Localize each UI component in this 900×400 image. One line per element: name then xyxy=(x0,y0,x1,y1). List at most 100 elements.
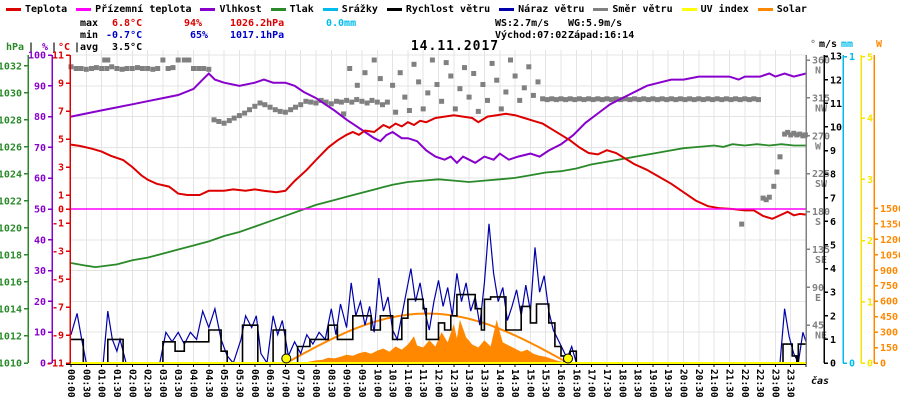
svg-text:4: 4 xyxy=(830,264,836,275)
legend-item-label: Přízemní teplota xyxy=(95,4,192,15)
legend-item-naraz-vetru: Náraz větru xyxy=(499,4,584,15)
stat-avg-label: avg xyxy=(80,42,99,53)
svg-text:14:00: 14:00 xyxy=(494,369,505,398)
svg-text:60: 60 xyxy=(34,174,46,185)
series-tlak xyxy=(70,143,806,269)
humidity-axis-unit: % xyxy=(42,42,49,53)
svg-text:03:30: 03:30 xyxy=(172,369,183,398)
svg-text:12:00: 12:00 xyxy=(433,369,444,398)
svg-text:20:30: 20:30 xyxy=(693,369,704,398)
srazky-legend-swatch-icon xyxy=(322,8,338,11)
svg-text:30: 30 xyxy=(34,266,46,277)
svg-text:06:00: 06:00 xyxy=(249,369,260,398)
pressure-axis: 1032 1030 1028 1026 1024 1022 1020 1018 1016 1014… xyxy=(0,55,29,370)
svg-text:-3: -3 xyxy=(52,247,64,258)
svg-text:-1: -1 xyxy=(52,219,64,230)
svg-text:17:00: 17:00 xyxy=(586,369,597,398)
svg-text:04:30: 04:30 xyxy=(203,369,214,398)
svg-text:135: 135 xyxy=(812,245,830,256)
direction-axis-unit: ° xyxy=(810,39,817,50)
solar-axis-unit: W xyxy=(876,39,883,50)
stat-avg-temp: 3.5°C xyxy=(112,42,143,53)
svg-text:SW: SW xyxy=(815,179,828,190)
tlak-legend-swatch-icon xyxy=(270,8,286,11)
svg-text:03:00: 03:00 xyxy=(157,369,168,398)
svg-text:12: 12 xyxy=(830,75,842,86)
svg-text:7: 7 xyxy=(830,193,836,204)
svg-text:S: S xyxy=(815,217,821,228)
svg-text:360: 360 xyxy=(812,56,830,67)
svg-text:13:30: 13:30 xyxy=(478,369,489,398)
legend-item-vlhkost: Vlhkost xyxy=(200,4,262,15)
svg-text:N: N xyxy=(815,66,821,77)
legend-item-label: Rychlost větru xyxy=(405,4,491,15)
unit-separator: | xyxy=(74,42,81,53)
svg-text:9: 9 xyxy=(830,146,836,157)
smer-vetru-legend-swatch-icon xyxy=(593,8,609,11)
svg-text:05:00: 05:00 xyxy=(218,369,229,398)
legend-item-smer-vetru: Směr větru xyxy=(593,4,673,15)
svg-text:20: 20 xyxy=(34,297,46,308)
svg-text:10: 10 xyxy=(830,122,842,133)
svg-text:07:00: 07:00 xyxy=(279,369,290,398)
svg-text:05:30: 05:30 xyxy=(233,369,244,398)
svg-text:1028: 1028 xyxy=(0,115,22,126)
svg-text:1: 1 xyxy=(58,191,64,202)
svg-text:90: 90 xyxy=(812,283,824,294)
svg-text:1012: 1012 xyxy=(0,331,22,342)
svg-text:08:30: 08:30 xyxy=(325,369,336,398)
teplota-legend-swatch-icon xyxy=(6,8,21,11)
vlhkost-legend-swatch-icon xyxy=(200,8,216,11)
svg-text:22:00: 22:00 xyxy=(739,369,750,398)
svg-text:1024: 1024 xyxy=(0,169,22,180)
rain-axis: 10 xyxy=(842,52,855,370)
svg-text:40: 40 xyxy=(34,235,46,246)
svg-text:1200: 1200 xyxy=(880,235,900,246)
chart-date-title: 14.11.2017 xyxy=(410,39,500,54)
svg-text:-7: -7 xyxy=(52,303,64,314)
series-rychlost-vetru xyxy=(71,293,806,364)
svg-text:1022: 1022 xyxy=(0,196,22,207)
svg-text:0: 0 xyxy=(58,205,64,216)
temperature-axis: 11 9 7 5 3 1 0 -1 -3 -5 -7 -9 -11 xyxy=(46,51,71,370)
unit-separator: | xyxy=(28,42,35,53)
legend-item-label: UV index xyxy=(700,4,749,15)
svg-text:15:00: 15:00 xyxy=(524,369,535,398)
svg-text:18:30: 18:30 xyxy=(632,369,643,398)
svg-text:0: 0 xyxy=(880,359,886,370)
svg-text:11:30: 11:30 xyxy=(417,369,428,398)
stat-min-temp: -0.7°C xyxy=(106,30,143,41)
svg-text:01:00: 01:00 xyxy=(96,369,107,398)
svg-text:1014: 1014 xyxy=(0,304,22,315)
svg-text:10: 10 xyxy=(34,328,46,339)
legend-item-uv-index: UV index xyxy=(681,4,749,15)
legend-item-label: Srážky xyxy=(341,4,378,15)
legend-item-srazky: Srážky xyxy=(322,4,378,15)
svg-text:NE: NE xyxy=(815,331,827,342)
stat-max-pressure: 1026.2hPa xyxy=(230,18,285,29)
x-axis-caption: čas xyxy=(811,376,830,387)
svg-text:225: 225 xyxy=(812,169,830,180)
svg-text:80: 80 xyxy=(34,112,46,123)
svg-text:45: 45 xyxy=(812,321,824,332)
svg-text:21:00: 21:00 xyxy=(708,369,719,398)
svg-text:100: 100 xyxy=(28,51,46,62)
svg-text:15:30: 15:30 xyxy=(540,369,551,398)
svg-text:5: 5 xyxy=(58,135,64,146)
svg-text:0: 0 xyxy=(867,359,873,370)
stat-wind-speed-avg: WS:2.7m/s xyxy=(495,18,550,29)
legend-item-prizemni-teplota: Přízemní teplota xyxy=(76,4,191,15)
svg-text:1010: 1010 xyxy=(0,359,22,370)
svg-text:7: 7 xyxy=(58,107,64,118)
svg-text:00:30: 00:30 xyxy=(80,369,91,398)
svg-text:17:30: 17:30 xyxy=(601,369,612,398)
svg-text:18:00: 18:00 xyxy=(616,369,627,398)
unit-separator: | xyxy=(51,42,58,53)
svg-text:50: 50 xyxy=(34,205,46,216)
series-teplota xyxy=(70,112,807,220)
